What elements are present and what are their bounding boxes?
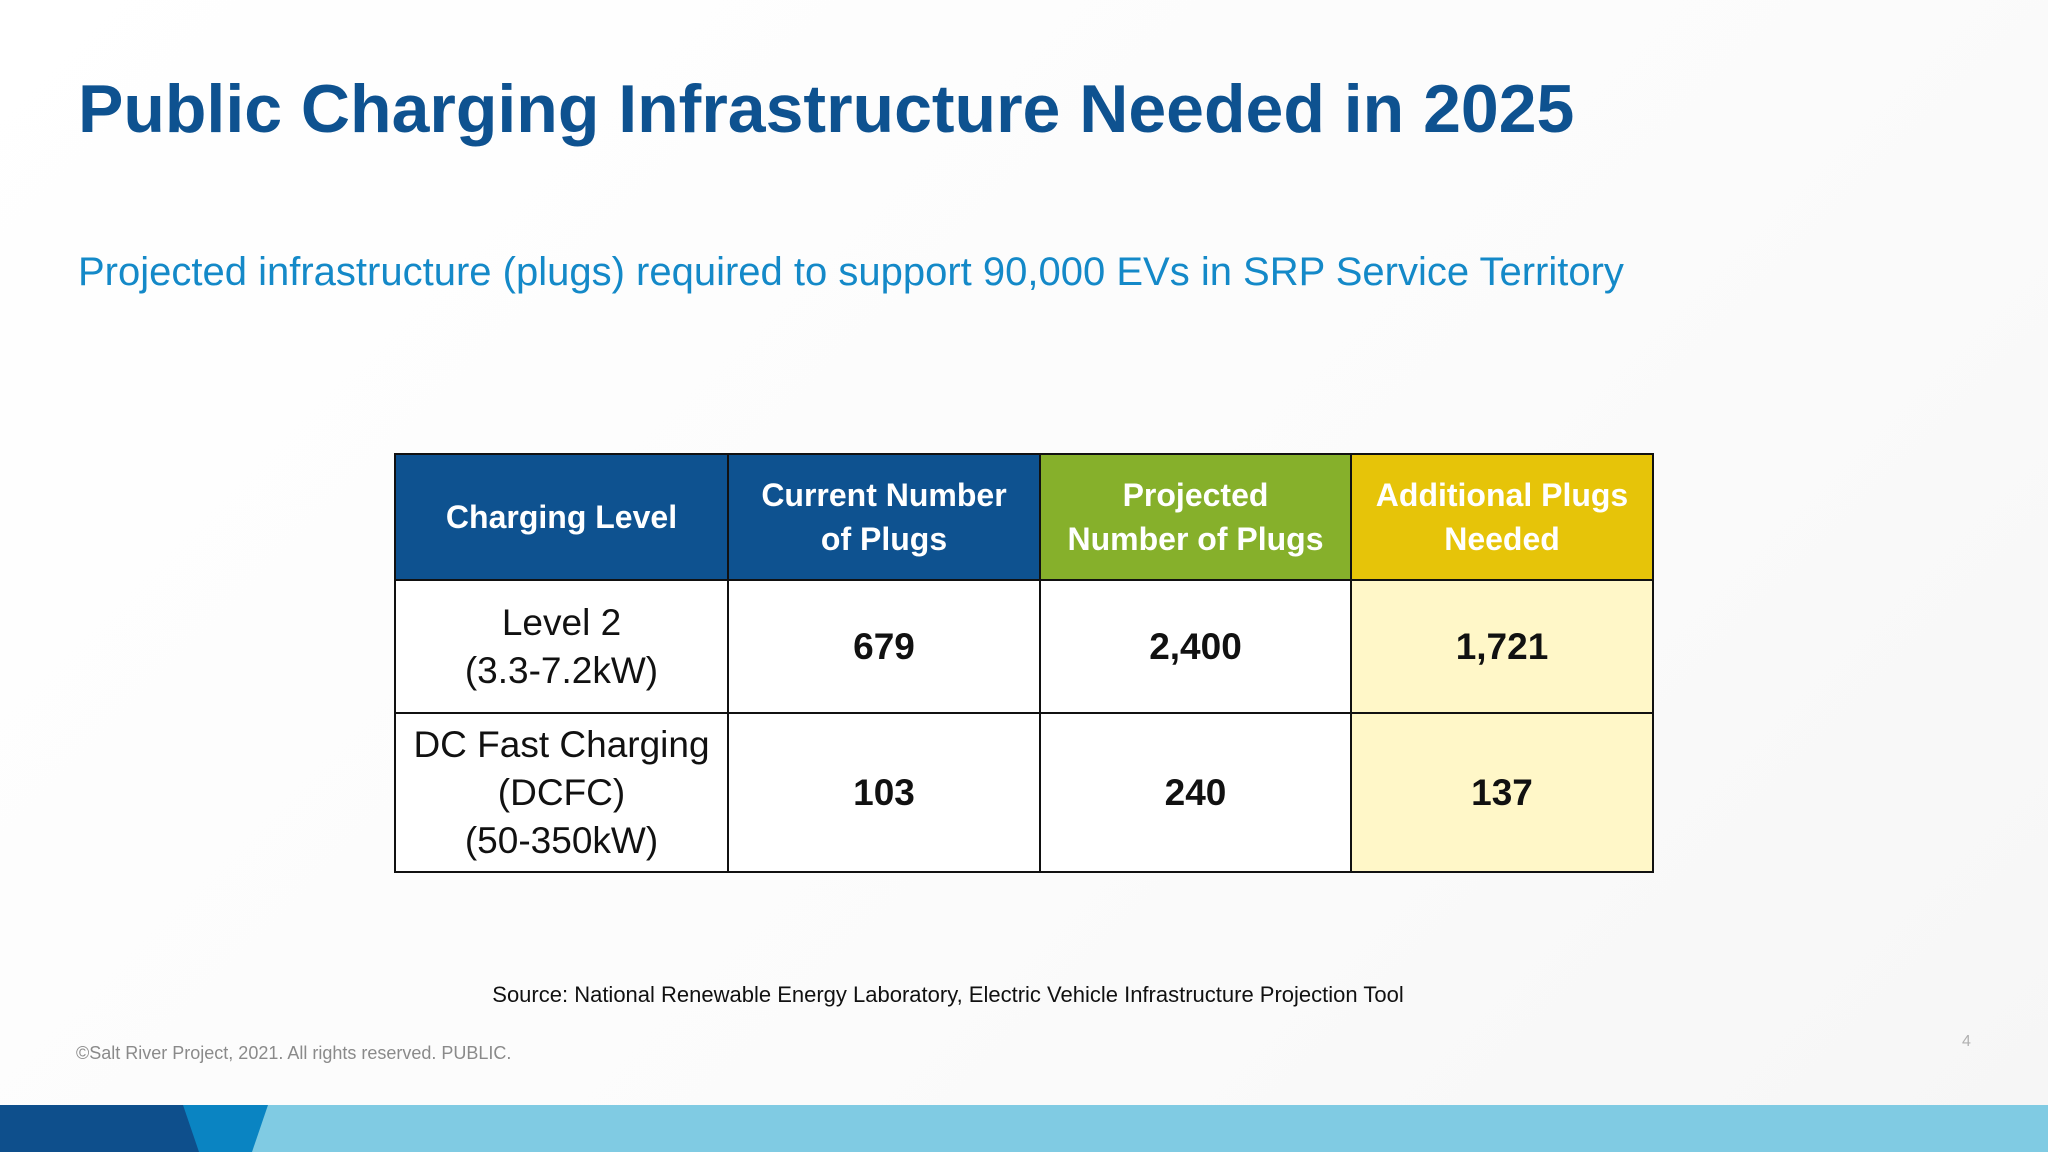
header-additional-plugs-line1: Additional Plugs (1375, 477, 1629, 513)
row-label-line: (3.3-7.2kW) (464, 649, 659, 691)
page-number: 4 (1962, 1033, 1971, 1050)
header-additional-plugs-line2: Needed (1444, 521, 1560, 557)
header-current-number-line2: of Plugs (820, 521, 948, 557)
table-header-row: Charging Level Current Number of Plugs P… (394, 453, 1654, 581)
cell-additional-level-2: 1,721 (1350, 579, 1654, 714)
header-current-number: Current Number of Plugs (727, 453, 1041, 581)
footer-accent-bar (0, 1105, 2048, 1152)
source-note: Source: National Renewable Energy Labora… (492, 982, 1404, 1007)
header-charging-level-label: Charging Level (445, 499, 678, 535)
cell-projected-level-2: 2,400 (1039, 579, 1352, 714)
plugs-table: Charging Level Current Number of Plugs P… (394, 453, 1654, 873)
cell-projected-dcfc: 240 (1039, 712, 1352, 873)
slide-title: Public Charging Infrastructure Needed in… (78, 71, 1575, 147)
row-label-line: (50-350kW) (464, 819, 659, 861)
header-projected-number: Projected Number of Plugs (1039, 453, 1352, 581)
row-label-line: Level 2 (501, 601, 622, 643)
row-label-line: DC Fast Charging (413, 723, 710, 765)
footer-light-blue-band (0, 1105, 2048, 1152)
row-label-dcfc: DC Fast Charging (DCFC) (50-350kW) (394, 712, 729, 873)
header-projected-number-line1: Projected (1122, 477, 1269, 513)
cell-current-level-2: 679 (727, 579, 1041, 714)
footer-dark-blue-wedge (0, 1105, 199, 1152)
table-row: DC Fast Charging (DCFC) (50-350kW) 103 2… (394, 712, 1654, 873)
cell-current-dcfc: 103 (727, 712, 1041, 873)
header-charging-level: Charging Level (394, 453, 729, 581)
cell-additional-dcfc: 137 (1350, 712, 1654, 873)
header-projected-number-line2: Number of Plugs (1067, 521, 1324, 557)
header-additional-plugs: Additional Plugs Needed (1350, 453, 1654, 581)
table-row: Level 2 (3.3-7.2kW) 679 2,400 1,721 (394, 579, 1654, 714)
copyright-notice: ©Salt River Project, 2021. All rights re… (76, 1043, 512, 1063)
header-current-number-line1: Current Number (761, 477, 1007, 513)
row-label-level-2: Level 2 (3.3-7.2kW) (394, 579, 729, 714)
row-label-line: (DCFC) (497, 771, 626, 813)
slide-subtitle: Projected infrastructure (plugs) require… (78, 250, 1624, 294)
